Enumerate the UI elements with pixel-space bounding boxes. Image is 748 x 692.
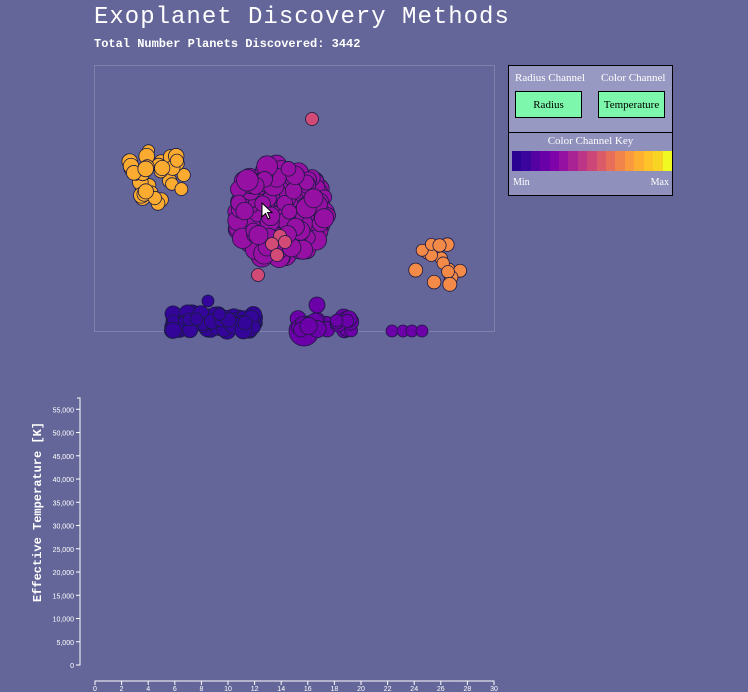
planet-bubble[interactable] — [251, 268, 265, 282]
color-key-swatch — [624, 151, 635, 171]
x-tick-label: 18 — [331, 686, 339, 692]
color-key-swatch — [577, 151, 588, 171]
channel-panel: Radius Channel Color Channel Radius Temp… — [508, 65, 673, 196]
y-tick-label: 15,000 — [53, 593, 75, 600]
color-key-swatch — [587, 151, 597, 171]
radius-button[interactable]: Radius — [515, 91, 582, 118]
planet-bubble[interactable] — [201, 294, 215, 308]
color-key-swatch — [559, 151, 569, 171]
planet-count: Total Number Planets Discovered: 3442 — [94, 37, 361, 51]
planet-bubble[interactable] — [303, 188, 324, 209]
color-key-swatch — [540, 151, 550, 171]
planet-bubble[interactable] — [426, 274, 442, 290]
color-key-swatch — [549, 151, 560, 171]
planet-bubble[interactable] — [415, 243, 429, 257]
color-key-swatch — [643, 151, 654, 171]
x-tick-label: 26 — [437, 686, 445, 692]
color-key-title: Color Channel Key — [547, 135, 634, 147]
x-tick-label: 22 — [384, 686, 392, 692]
x-tick-label: 8 — [199, 686, 203, 692]
y-tick-label: 40,000 — [53, 477, 75, 484]
x-tick-label: 0 — [93, 686, 97, 692]
color-key-swatch — [634, 151, 644, 171]
x-tick-label: 4 — [146, 686, 150, 692]
y-axis-line — [77, 397, 81, 666]
planet-bubble[interactable] — [236, 169, 259, 192]
x-tick-label: 16 — [304, 686, 312, 692]
planet-bubble[interactable] — [212, 307, 226, 321]
planet-bubble[interactable] — [432, 238, 447, 253]
x-tick-label: 14 — [277, 686, 285, 692]
y-axis: 0 5,000 10,000 15,000 20,000 25,000 30,000 35,0… — [53, 397, 81, 670]
planet-bubble[interactable] — [189, 312, 204, 326]
planet-bubble[interactable] — [299, 316, 318, 335]
x-axis: 0 2 4 6 8 10 12 14 16 18 20 22 24 26 28 30 — [93, 680, 498, 692]
planet-bubble[interactable] — [137, 160, 154, 178]
color-key-swatch — [615, 151, 625, 171]
color-channel-label: Color Channel — [601, 72, 666, 84]
color-key-swatch — [521, 151, 531, 171]
color-key-min: Min — [513, 177, 530, 188]
color-key-swatch — [606, 151, 616, 171]
planet-bubble[interactable] — [248, 225, 269, 246]
cursor-icon — [261, 201, 274, 220]
color-key-swatch — [568, 151, 578, 171]
planet-bubble[interactable] — [280, 161, 297, 177]
channel-selector: Radius Channel Color Channel Radius Temp… — [509, 66, 672, 133]
y-tick-label: 30,000 — [53, 524, 75, 531]
planet-bubble[interactable] — [314, 208, 335, 229]
y-tick-label: 55,000 — [53, 407, 75, 414]
color-key-swatch — [596, 151, 607, 171]
planet-bubble[interactable] — [164, 321, 182, 339]
planet-bubble[interactable] — [154, 159, 171, 177]
x-tick-label: 6 — [173, 686, 177, 692]
color-key-swatch — [530, 151, 541, 171]
planet-bubble[interactable] — [408, 262, 424, 278]
x-axis-line — [94, 680, 495, 685]
color-key-gradient — [512, 151, 672, 171]
x-tick-label: 10 — [224, 686, 232, 692]
planet-bubble[interactable] — [137, 183, 154, 200]
planet-bubble[interactable] — [278, 235, 292, 249]
x-tick-label: 24 — [410, 686, 418, 692]
planet-bubble[interactable] — [237, 315, 253, 331]
planet-bubble[interactable] — [270, 248, 284, 262]
color-key-swatch — [662, 151, 672, 171]
y-tick-label: 20,000 — [53, 570, 75, 577]
planet-bubble[interactable] — [442, 276, 458, 292]
color-key-swatch — [512, 151, 522, 171]
planet-bubble[interactable] — [305, 112, 319, 126]
color-key-max: Max — [650, 177, 669, 188]
y-tick-label: 45,000 — [53, 454, 75, 461]
planet-bubble[interactable] — [415, 324, 429, 338]
page-title: Exoplanet Discovery Methods — [94, 4, 510, 31]
y-tick-label: 5,000 — [56, 640, 74, 647]
planet-bubble[interactable] — [169, 153, 184, 168]
x-tick-label: 12 — [251, 686, 259, 692]
y-axis-label: Effective Temperature [K] — [31, 421, 45, 603]
x-tick-label: 30 — [490, 686, 498, 692]
x-tick-label: 20 — [357, 686, 365, 692]
planet-bubble[interactable] — [235, 201, 254, 221]
planet-bubble[interactable] — [308, 296, 326, 314]
radius-channel-label: Radius Channel — [515, 72, 585, 84]
y-tick-label: 0 — [70, 663, 74, 670]
y-tick-label: 50,000 — [53, 431, 75, 438]
y-tick-label: 35,000 — [53, 500, 75, 507]
planet-bubble[interactable] — [176, 168, 191, 182]
x-tick-label: 28 — [464, 686, 472, 692]
y-tick-label: 25,000 — [53, 547, 75, 554]
color-key-swatch — [653, 151, 663, 171]
y-tick-label: 10,000 — [53, 617, 75, 624]
x-tick-label: 2 — [120, 686, 124, 692]
color-button[interactable]: Temperature — [598, 91, 665, 118]
planet-bubble[interactable] — [330, 313, 344, 328]
planet-bubble[interactable] — [174, 182, 189, 196]
